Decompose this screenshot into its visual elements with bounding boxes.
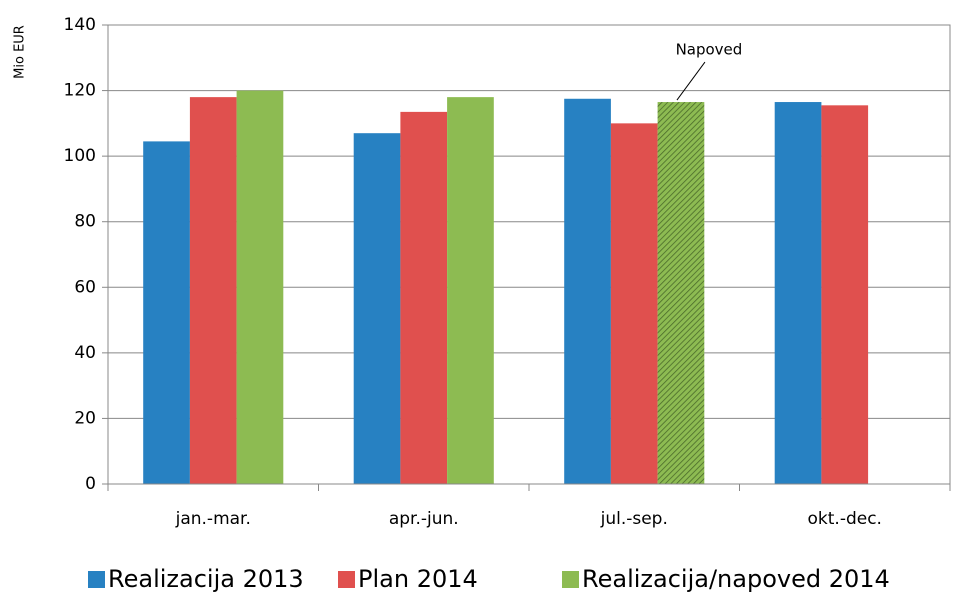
bar — [447, 97, 494, 484]
y-tick-label: 140 — [64, 15, 96, 35]
legend-swatch — [562, 571, 579, 588]
x-tick-label: apr.-jun. — [389, 509, 459, 529]
bar — [821, 105, 869, 484]
annotation-line — [676, 61, 706, 101]
bar — [774, 102, 822, 485]
y-axis-label: Mio EUR — [13, 25, 28, 79]
x-tick-label: jan.-mar. — [175, 509, 251, 529]
y-tick-label: 20 — [74, 408, 96, 428]
y-tick-label: 100 — [64, 146, 96, 166]
bar — [657, 102, 705, 485]
legend-swatch — [88, 571, 105, 588]
annotation: Napoved — [676, 41, 743, 59]
legend-label: Plan 2014 — [358, 565, 478, 592]
x-tick-label: jul.-sep. — [600, 509, 668, 529]
y-tick-label: 40 — [74, 343, 96, 363]
x-tick-label: okt.-dec. — [808, 509, 882, 529]
bar — [189, 97, 237, 484]
bar — [400, 111, 448, 484]
bar — [353, 133, 401, 484]
y-tick-label: 120 — [64, 81, 96, 101]
legend-label: Realizacija/napoved 2014 — [582, 565, 890, 592]
y-tick-label: 80 — [74, 212, 96, 232]
y-tick-label: 0 — [85, 474, 96, 494]
legend-label: Realizacija 2013 — [108, 565, 304, 592]
bar — [236, 90, 284, 485]
bar — [610, 123, 658, 484]
bar — [564, 98, 611, 485]
bar — [143, 141, 190, 484]
legend-swatch — [338, 571, 355, 588]
y-tick-label: 60 — [74, 277, 96, 297]
